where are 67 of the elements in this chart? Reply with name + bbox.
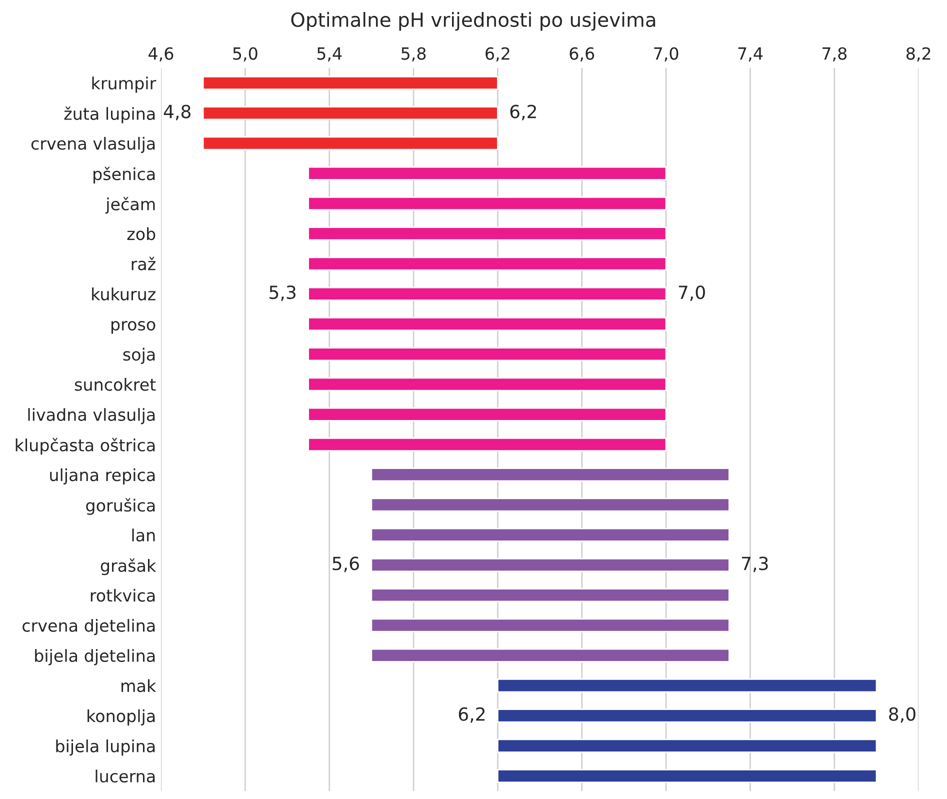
x-tick-label: 5,4 <box>317 47 342 62</box>
x-tick-label: 6,6 <box>570 47 594 62</box>
y-tick-label: raž <box>132 256 156 270</box>
bar <box>202 76 498 90</box>
bar <box>370 618 730 632</box>
y-tick-label: mak <box>122 679 156 692</box>
bar <box>497 738 878 753</box>
y-tick-label: gorušica <box>86 498 155 515</box>
y-tick-label: ječam <box>105 196 155 214</box>
y-tick-label: pšenica <box>94 166 155 184</box>
bar <box>308 347 667 362</box>
y-tick-label: klupčasta oštrica <box>16 438 155 455</box>
x-tick-label: 7,8 <box>822 47 847 62</box>
x-tick-label: 7,0 <box>654 47 678 62</box>
bar <box>308 438 667 452</box>
x-tick-label: 4,6 <box>148 47 174 62</box>
bar <box>308 166 667 180</box>
bar <box>370 558 730 572</box>
y-tick-label: uljana repica <box>50 468 155 484</box>
bar <box>497 678 878 693</box>
annotation: 4,8 <box>164 104 190 120</box>
bar <box>308 286 667 301</box>
y-tick-label: soja <box>123 348 155 364</box>
annotation: 7,3 <box>742 556 768 572</box>
bar <box>308 407 667 422</box>
bar <box>308 196 667 211</box>
bar <box>308 226 667 241</box>
y-tick-label: crvena vlasulja <box>31 136 155 154</box>
x-tick-label: 5,0 <box>233 47 258 62</box>
bar <box>202 106 498 120</box>
bar <box>308 377 667 392</box>
annotation: 8,0 <box>889 707 916 723</box>
bar <box>370 498 730 512</box>
y-tick-label: bijela lupina <box>56 739 155 756</box>
y-tick-label: kukuruz <box>92 288 156 300</box>
y-tick-label: bijela djetelina <box>35 649 155 666</box>
y-tick-label: rotkvica <box>90 588 155 602</box>
bar <box>308 316 667 332</box>
x-tick-label: 6,2 <box>486 47 510 62</box>
x-tick-label: 5,8 <box>402 47 426 62</box>
annotation: 5,6 <box>332 556 359 572</box>
annotation: 6,2 <box>458 707 485 723</box>
x-tick-label: 7,4 <box>738 47 763 62</box>
bar <box>308 256 667 271</box>
y-tick-label: zob <box>127 227 156 240</box>
y-tick-label: lan <box>132 528 155 542</box>
bar <box>370 528 730 542</box>
y-tick-label: crvena djetelina <box>22 618 155 636</box>
bar <box>497 768 878 783</box>
y-tick-label: suncokret <box>74 378 156 391</box>
bar <box>202 136 498 150</box>
bar <box>497 708 878 723</box>
x-tick-label: 8,2 <box>906 47 930 62</box>
y-tick-label: proso <box>112 321 156 334</box>
y-tick-label: krumpir <box>92 76 156 93</box>
bar <box>370 588 730 602</box>
annotation: 6,2 <box>510 104 536 120</box>
y-tick-label: livadna vlasulja <box>28 408 155 424</box>
annotation: 7,0 <box>678 285 705 301</box>
y-tick-label: žuta lupina <box>64 106 155 124</box>
chart-title: Optimalne pH vrijednosti po usjevima <box>291 12 656 31</box>
annotation: 5,3 <box>270 285 296 301</box>
bar <box>370 648 730 662</box>
y-tick-label: grašak <box>100 558 156 576</box>
bar <box>370 468 730 482</box>
y-tick-label: konoplja <box>88 709 155 726</box>
y-tick-label: lucerna <box>96 770 155 783</box>
